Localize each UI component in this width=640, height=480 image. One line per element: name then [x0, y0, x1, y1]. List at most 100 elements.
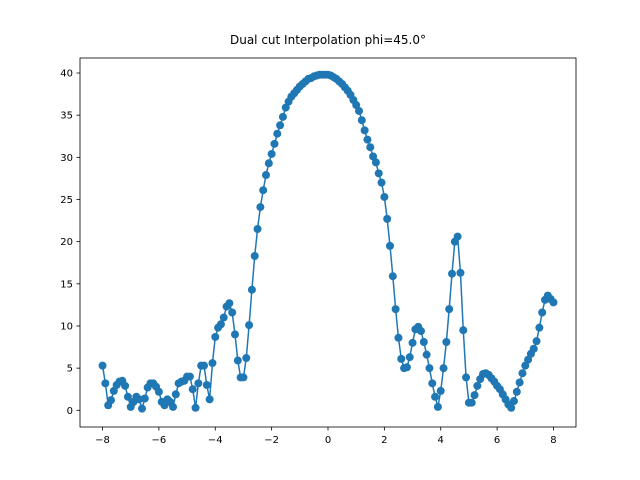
data-point	[228, 308, 237, 317]
data-point	[278, 112, 287, 121]
data-point	[459, 326, 468, 335]
data-point	[388, 272, 397, 281]
data-point	[202, 381, 211, 390]
data-point	[402, 363, 411, 372]
y-tick-label: 20	[60, 237, 73, 248]
data-point	[453, 232, 462, 241]
data-point	[380, 192, 389, 201]
y-tick-label: 30	[60, 153, 73, 164]
data-point	[535, 323, 544, 332]
data-line	[101, 73, 555, 412]
data-point	[188, 385, 197, 394]
data-point	[276, 121, 285, 130]
data-point	[256, 203, 265, 212]
data-point	[245, 321, 254, 330]
y-tick-label: 25	[60, 195, 73, 206]
x-tick-label: 2	[381, 435, 387, 446]
data-point	[433, 402, 442, 411]
data-point	[262, 171, 270, 180]
data-point	[467, 398, 476, 407]
data-point	[253, 225, 262, 234]
data-point	[154, 387, 163, 396]
data-point	[242, 354, 251, 363]
data-point	[366, 143, 375, 152]
x-tick-label: 6	[494, 435, 500, 446]
data-point	[448, 269, 456, 278]
data-point	[250, 251, 259, 260]
data-point	[532, 337, 541, 346]
data-point	[273, 129, 282, 138]
data-point	[101, 379, 110, 388]
x-tick-label: 0	[325, 435, 331, 446]
data-point	[247, 285, 256, 294]
data-point	[383, 214, 392, 223]
data-point	[470, 391, 479, 400]
data-point	[259, 186, 268, 195]
data-point	[507, 403, 516, 412]
data-point	[456, 268, 465, 277]
data-point	[397, 354, 406, 363]
data-point	[123, 392, 132, 401]
data-point	[98, 361, 107, 370]
data-point	[549, 298, 558, 307]
data-point	[225, 299, 234, 308]
data-point	[538, 308, 547, 317]
data-point	[417, 327, 425, 336]
data-point	[194, 379, 203, 388]
data-point	[355, 106, 363, 115]
data-point	[233, 356, 242, 365]
data-point	[422, 350, 431, 359]
chart-title: Dual cut Interpolation phi=45.0°	[230, 33, 426, 47]
data-point	[138, 404, 146, 413]
y-tick-label: 5	[67, 364, 73, 375]
data-point	[510, 397, 518, 406]
data-point	[360, 126, 369, 135]
y-tick-label: 15	[60, 279, 73, 290]
data-point	[121, 381, 130, 390]
data-point	[185, 372, 194, 381]
data-point	[267, 149, 276, 158]
data-point	[205, 395, 214, 404]
data-point	[405, 353, 414, 362]
data-point	[140, 394, 149, 403]
data-point	[377, 178, 386, 187]
data-point	[239, 373, 248, 382]
y-tick-label: 35	[60, 111, 73, 122]
data-point	[436, 386, 445, 395]
data-point	[371, 158, 380, 167]
data-point	[191, 403, 200, 412]
data-point	[264, 159, 273, 168]
plot-frame	[79, 57, 577, 428]
data-point	[473, 381, 482, 390]
data-point	[171, 390, 180, 399]
data-point	[442, 338, 451, 347]
data-point	[363, 135, 372, 144]
data-point	[439, 364, 448, 373]
data-point	[211, 332, 220, 341]
data-point	[208, 359, 217, 368]
data-point	[462, 373, 471, 382]
y-tick-label: 40	[60, 69, 73, 80]
data-point	[408, 338, 417, 347]
data-point	[219, 313, 228, 322]
y-tick-label: 0	[67, 406, 73, 417]
data-point	[419, 338, 428, 347]
x-tick-label: −2	[264, 435, 279, 446]
data-point	[425, 364, 434, 373]
data-point	[394, 333, 403, 342]
data-point	[200, 361, 208, 370]
x-tick-label: 8	[550, 435, 556, 446]
data-point	[512, 387, 521, 396]
x-tick-label: −6	[152, 435, 167, 446]
data-point	[515, 378, 524, 387]
data-point	[374, 169, 383, 178]
data-point	[357, 116, 366, 125]
data-point	[445, 305, 454, 314]
data-point	[428, 379, 437, 388]
data-point	[391, 305, 400, 314]
data-point	[107, 396, 115, 405]
data-point	[216, 320, 225, 329]
data-point	[386, 241, 394, 250]
data-point	[529, 344, 538, 353]
